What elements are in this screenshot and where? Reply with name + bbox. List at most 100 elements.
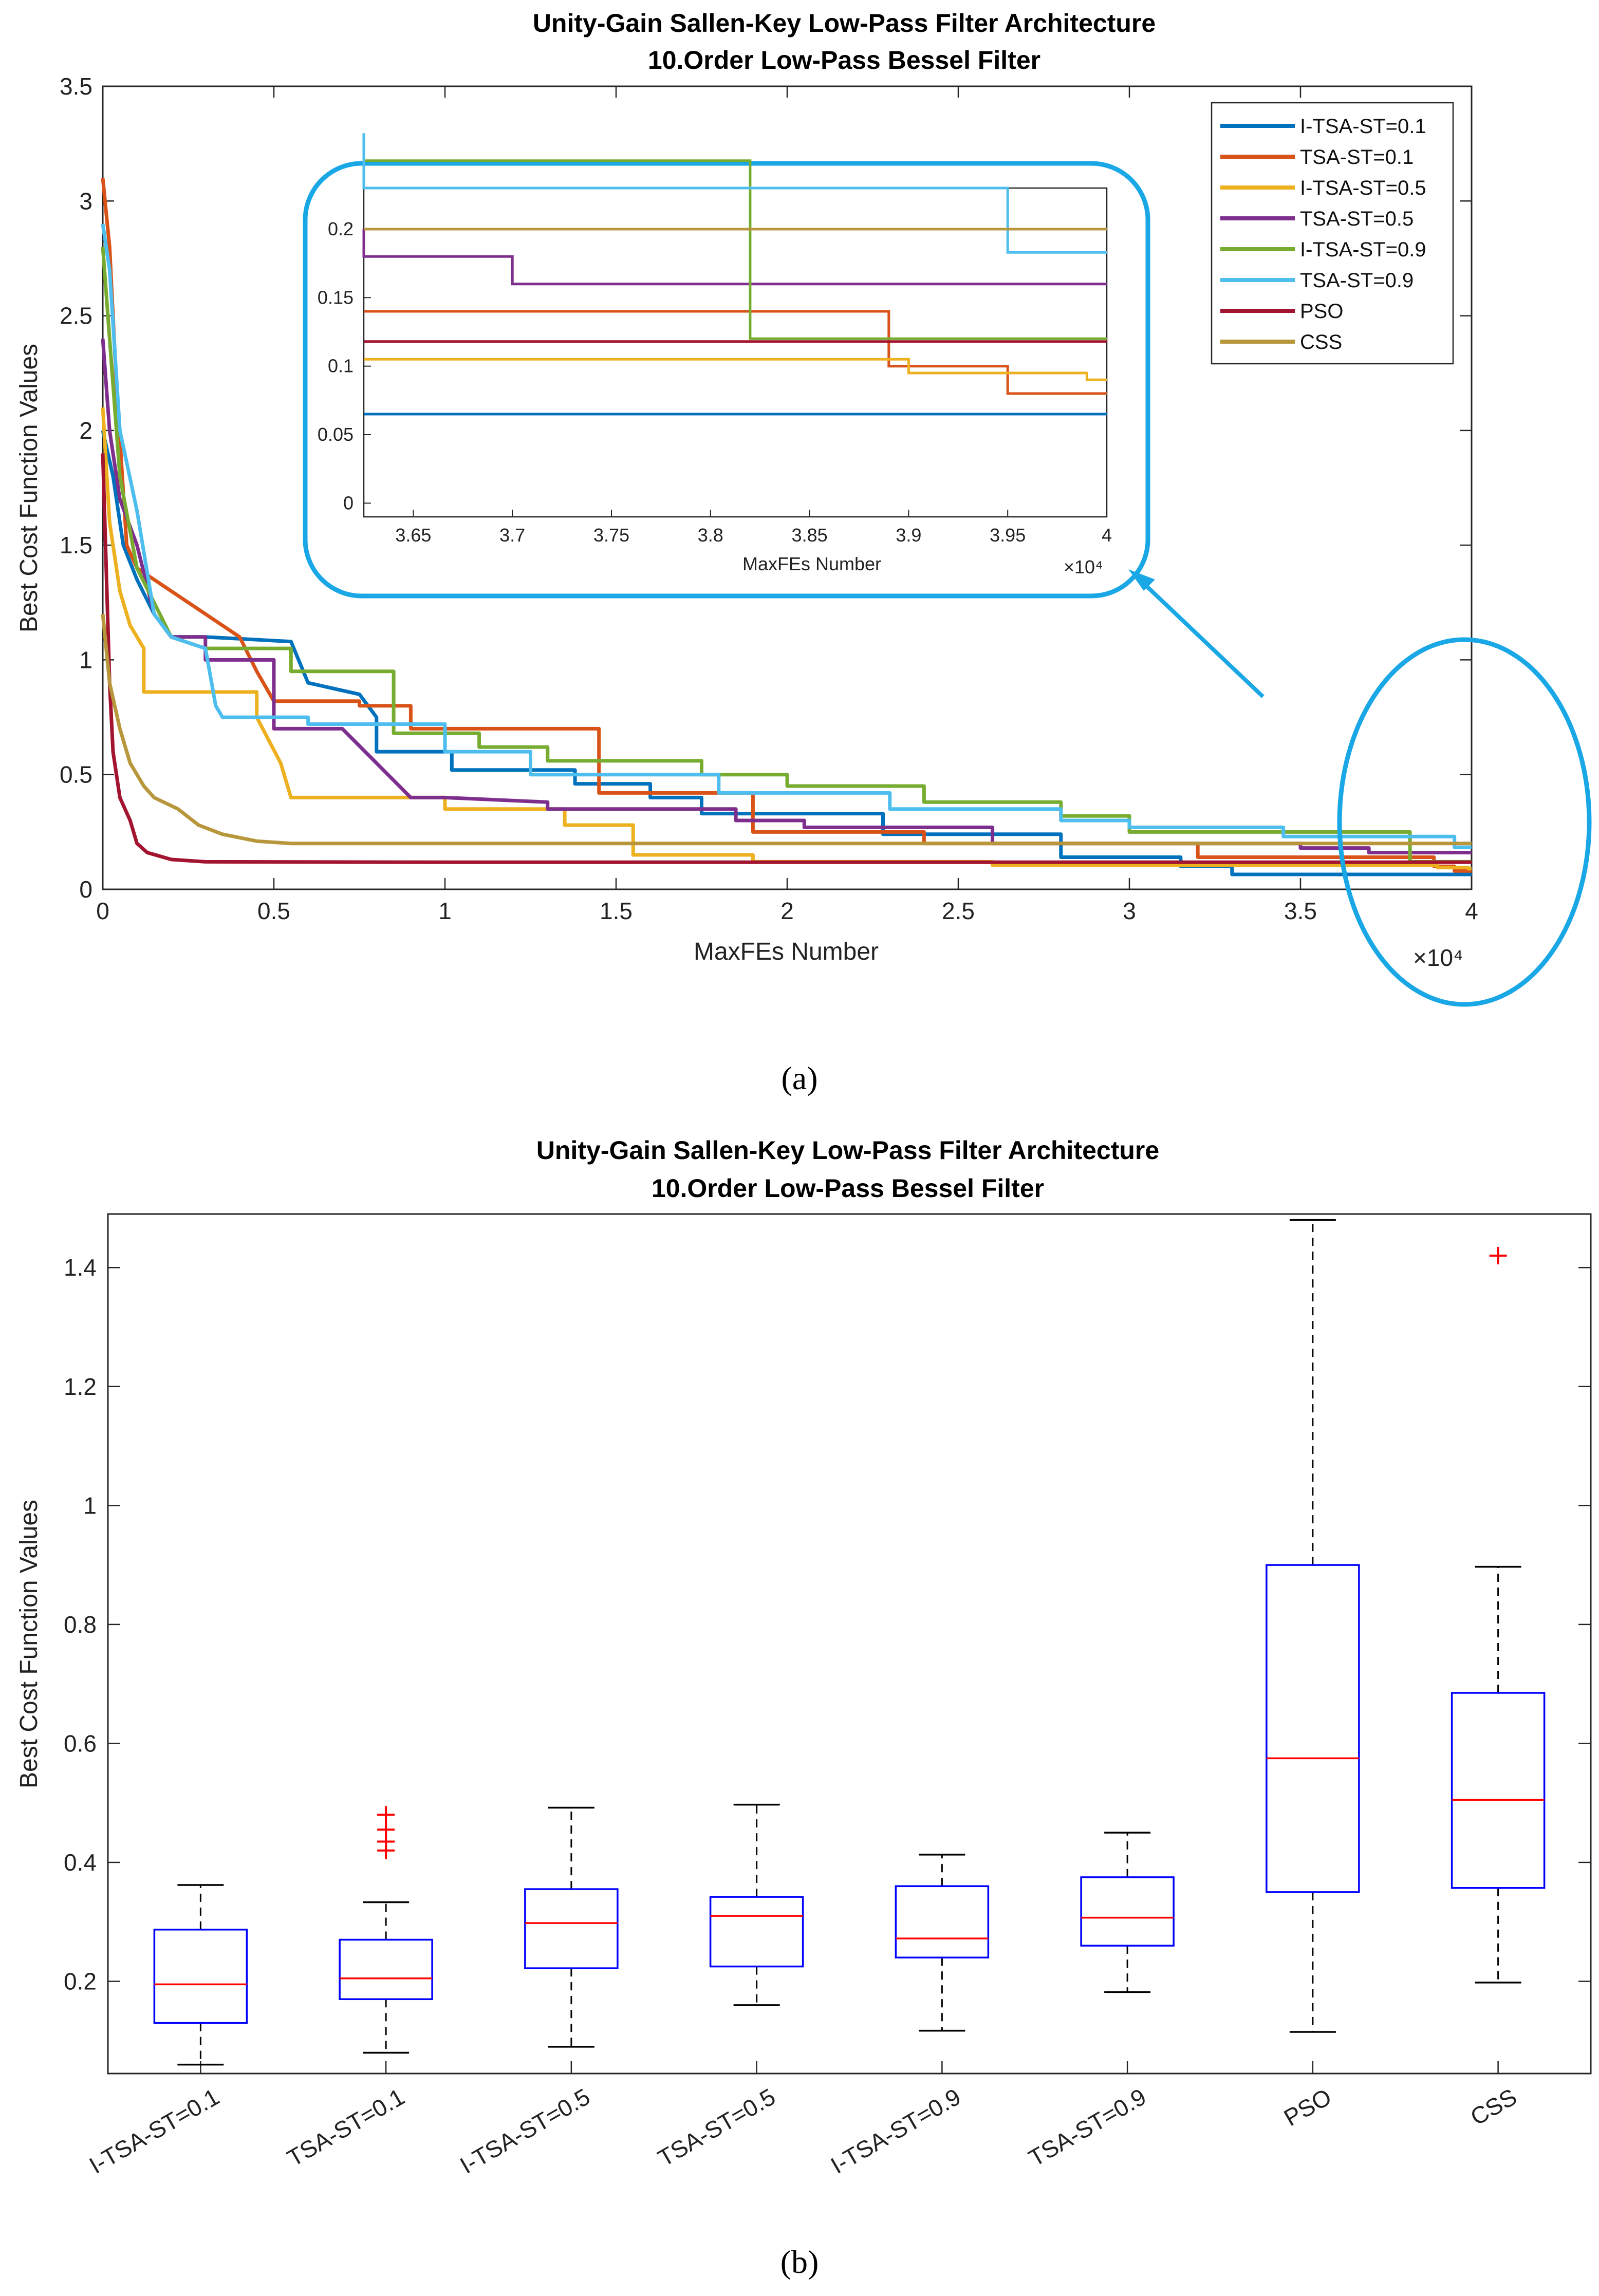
legend-label-7: CSS xyxy=(1300,331,1342,353)
inset-series xyxy=(362,133,1107,416)
inset-series-line-3 xyxy=(362,229,1107,286)
legend-label-1: TSA-ST=0.1 xyxy=(1300,146,1414,169)
box-iqr xyxy=(895,1885,990,1958)
b-category-label: I-TSA-ST=0.9 xyxy=(826,2083,965,2179)
outlier-marker xyxy=(377,1821,395,1839)
inset-plot-area xyxy=(363,187,1108,518)
b-category-label: CSS xyxy=(1466,2083,1521,2131)
inset-ticks: 3.65 3.7 3.75 3.8 3.85 3.9 3.95 4 0 0.05 0.1 0.15 0.… xyxy=(318,218,1112,546)
y-tick-label: 0.5 xyxy=(60,761,92,788)
inset-x-tick-label: 4 xyxy=(1102,525,1112,546)
inset-series-line-5 xyxy=(362,133,1107,254)
x-tick-label: 3 xyxy=(1123,898,1136,924)
inset-y-tick-label: 0.2 xyxy=(328,218,354,239)
box-iqr xyxy=(524,1888,619,1969)
x-tick-label: 3.5 xyxy=(1284,898,1317,924)
inset-x-tick-label: 3.8 xyxy=(698,525,723,546)
series-line-2 xyxy=(101,407,1472,871)
x-tick-label: 1 xyxy=(438,898,452,924)
x-tick-label: 2.5 xyxy=(942,898,975,924)
x-tick-label: 0 xyxy=(96,898,109,924)
b-y-tick-label: 0.8 xyxy=(64,1611,97,1638)
box-iqr xyxy=(339,1938,433,2001)
chart-a-subtitle: 10.Order Low-Pass Bessel Filter xyxy=(648,46,1040,74)
zoom-arrow-line xyxy=(1139,579,1265,698)
inset-x-tick-label: 3.95 xyxy=(990,525,1026,546)
chart-a-title: Unity-Gain Sallen-Key Low-Pass Filter Ar… xyxy=(533,9,1156,38)
inset-x-tick-label: 3.85 xyxy=(792,525,828,546)
inset-y-tick-label: 0 xyxy=(343,492,354,513)
inset-y-tick-label: 0.05 xyxy=(318,424,354,445)
b-y-tick-label: 1.4 xyxy=(64,1254,97,1281)
inset-series-line-4 xyxy=(364,159,1107,340)
series-line-1 xyxy=(101,178,1472,873)
box-iqr xyxy=(153,1929,248,2024)
inset-x-tick-label: 3.7 xyxy=(499,525,525,546)
inset-series-line-2 xyxy=(364,358,1107,381)
x-tick-label: 1.5 xyxy=(600,898,633,924)
inset-x-tick-label: 3.9 xyxy=(896,525,921,546)
chart-b-subtitle: 10.Order Low-Pass Bessel Filter xyxy=(652,1174,1044,1203)
b-category-label: PSO xyxy=(1279,2083,1336,2132)
box-iqr xyxy=(1451,1692,1546,1889)
chart-a-legend: I-TSA-ST=0.1 TSA-ST=0.1 I-TSA-ST=0.5 TSA-ST… xyxy=(1211,102,1454,365)
x-tick-label: 4 xyxy=(1465,898,1478,924)
chart-b-boxes xyxy=(153,1219,1546,2066)
legend-label-4: I-TSA-ST=0.9 xyxy=(1300,238,1426,261)
b-y-tick-label: 0.6 xyxy=(64,1730,97,1757)
b-y-tick-label: 0.2 xyxy=(64,1968,97,1995)
chart-a-ylabel: Best Cost Function Values xyxy=(15,344,43,632)
zoom-arrow-head xyxy=(1128,569,1155,591)
series-line-7 xyxy=(101,613,1472,846)
y-tick-label: 2 xyxy=(79,417,92,444)
panel-a-line-chart: Unity-Gain Sallen-Key Low-Pass Filter Ar… xyxy=(15,9,1592,1007)
chart-a-xlabel: MaxFEs Number xyxy=(694,938,879,965)
box-iqr xyxy=(1266,1564,1360,1893)
chart-a-inset: 3.65 3.7 3.75 3.8 3.85 3.9 3.95 4 0 0.05 0.1 0.15 0.… xyxy=(303,133,1150,599)
chart-b-ylabel: Best Cost Function Values xyxy=(15,1500,43,1788)
legend-label-6: PSO xyxy=(1300,300,1343,323)
b-y-tick-label: 0.4 xyxy=(64,1849,97,1876)
y-tick-label: 2.5 xyxy=(60,303,92,329)
y-tick-label: 3.5 xyxy=(60,73,92,100)
chart-a-x-exponent: ×10⁴ xyxy=(1413,944,1463,971)
y-tick-label: 3 xyxy=(79,188,92,214)
chart-b-plot-area xyxy=(107,1213,1592,2075)
inset-series-line-1 xyxy=(364,310,1107,395)
caption-b: (b) xyxy=(780,2244,819,2280)
box-iqr xyxy=(709,1896,804,1968)
legend-label-2: I-TSA-ST=0.5 xyxy=(1300,177,1426,199)
x-tick-label: 2 xyxy=(780,898,794,924)
outlier-marker xyxy=(377,1806,395,1824)
chart-b-title: Unity-Gain Sallen-Key Low-Pass Filter Ar… xyxy=(536,1136,1159,1165)
inset-y-tick-label: 0.1 xyxy=(328,356,354,377)
b-y-tick-label: 1.2 xyxy=(64,1373,97,1400)
chart-a-ticks: 0 0.5 1 1.5 2 2.5 3 3.5 4 0 0.5 1 1.5 2 2.5 3 3.5 xyxy=(60,73,1478,924)
chart-a-series xyxy=(101,178,1472,876)
y-tick-label: 0 xyxy=(79,876,92,903)
x-tick-label: 0.5 xyxy=(257,898,290,924)
series-line-5 xyxy=(101,223,1472,849)
legend-box xyxy=(1211,102,1454,365)
inset-y-tick-label: 0.15 xyxy=(318,287,354,308)
b-category-label: TSA-ST=0.5 xyxy=(653,2083,779,2172)
outlier-marker xyxy=(1489,1247,1507,1265)
legend-label-5: TSA-ST=0.9 xyxy=(1300,269,1414,292)
zoom-highlight-circle xyxy=(1337,637,1592,1007)
inset-x-exponent: ×10⁴ xyxy=(1064,556,1103,577)
b-y-tick-label: 1 xyxy=(83,1492,97,1519)
caption-a: (a) xyxy=(781,1060,817,1096)
b-category-label: I-TSA-ST=0.5 xyxy=(455,2083,594,2179)
y-tick-label: 1 xyxy=(79,646,92,673)
inset-xlabel: MaxFEs Number xyxy=(742,553,881,574)
b-category-label: I-TSA-ST=0.1 xyxy=(85,2083,224,2179)
inset-x-tick-label: 3.65 xyxy=(395,525,431,546)
legend-label-3: TSA-ST=0.5 xyxy=(1300,208,1414,230)
b-category-label: TSA-ST=0.1 xyxy=(283,2083,409,2172)
box-iqr xyxy=(1080,1876,1175,1947)
panel-b-box-plot: Unity-Gain Sallen-Key Low-Pass Filter Ar… xyxy=(15,1136,1592,2179)
inset-x-tick-label: 3.75 xyxy=(593,525,629,546)
legend-label-0: I-TSA-ST=0.1 xyxy=(1300,115,1426,138)
y-tick-label: 1.5 xyxy=(60,532,92,558)
